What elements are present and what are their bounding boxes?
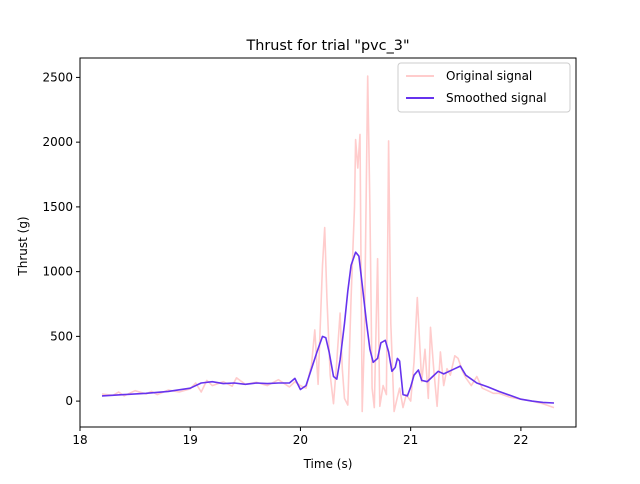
series-line-smoothed <box>101 251 555 404</box>
plot-lines <box>101 75 555 413</box>
y-tick-label: 1000 <box>42 265 73 279</box>
chart-title: Thrust for trial "pvc_3" <box>245 38 409 54</box>
y-tick-label: 1500 <box>42 200 73 214</box>
legend-label-original: Original signal <box>446 69 532 83</box>
y-tick-label: 500 <box>50 329 73 343</box>
x-tick-label: 20 <box>293 433 308 447</box>
x-tick-label: 22 <box>513 433 528 447</box>
x-axis-ticks: 18 19 20 21 22 <box>72 427 529 447</box>
plot-frame <box>79 57 577 428</box>
y-tick-label: 2500 <box>42 70 73 84</box>
y-tick-label: 2000 <box>42 135 73 149</box>
legend-box <box>397 62 571 113</box>
legend-label-smoothed: Smoothed signal <box>446 91 547 105</box>
x-tick-label: 19 <box>183 433 198 447</box>
series-line-original <box>101 75 555 413</box>
x-tick-label: 18 <box>72 433 87 447</box>
y-tick-label: 0 <box>65 394 73 408</box>
x-tick-label: 21 <box>403 433 418 447</box>
y-axis-ticks: 0 500 1000 1500 2000 2500 <box>42 70 80 408</box>
legend: Original signal Smoothed signal <box>397 62 571 113</box>
x-axis-label: Time (s) <box>303 457 353 471</box>
y-axis-label: Thrust (g) <box>16 216 30 276</box>
